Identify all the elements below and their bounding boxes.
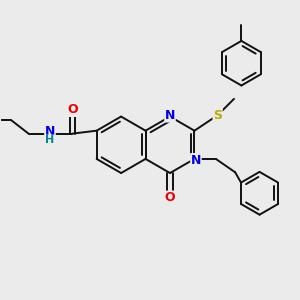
Text: O: O [165,191,175,204]
Text: O: O [67,103,78,116]
Text: N: N [191,154,201,166]
Text: N: N [165,109,175,122]
Text: S: S [213,109,222,122]
Text: N: N [45,125,55,138]
Text: H: H [45,135,55,145]
